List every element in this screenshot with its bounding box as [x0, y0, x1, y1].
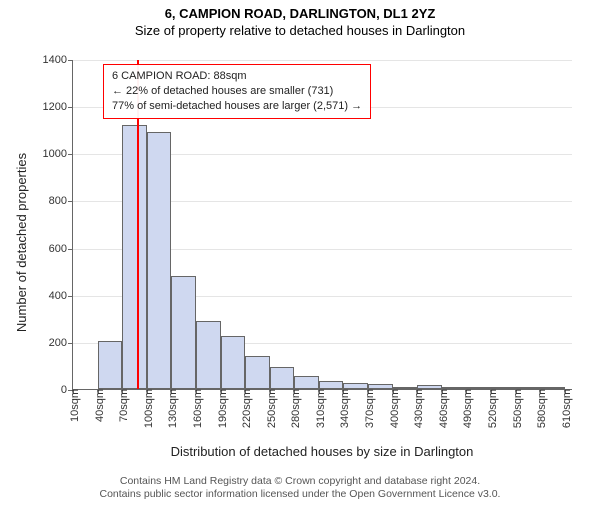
histogram-bar	[147, 132, 172, 389]
y-tick-label: 1400	[43, 54, 73, 66]
page-subtitle: Size of property relative to detached ho…	[0, 23, 600, 38]
y-axis-label: Number of detached properties	[14, 63, 29, 242]
x-tick-label: 580sqm	[532, 389, 548, 428]
gridline	[73, 60, 572, 61]
x-tick-label: 100sqm	[139, 389, 155, 428]
x-tick-label: 370sqm	[360, 389, 376, 428]
x-tick-label: 10sqm	[65, 389, 81, 422]
y-tick-label: 600	[49, 243, 73, 255]
histogram-bar	[245, 356, 270, 389]
y-tick-label: 1200	[43, 101, 73, 113]
x-tick-label: 250sqm	[262, 389, 278, 428]
histogram-bar	[98, 341, 123, 389]
y-tick-label: 400	[49, 290, 73, 302]
histogram-bar	[196, 321, 221, 389]
x-tick-label: 40sqm	[90, 389, 106, 422]
y-tick-label: 1000	[43, 148, 73, 160]
x-tick-label: 490sqm	[458, 389, 474, 428]
histogram-bar	[270, 367, 295, 389]
x-tick-label: 70sqm	[114, 389, 130, 422]
page-title: 6, CAMPION ROAD, DARLINGTON, DL1 2YZ	[0, 6, 600, 21]
y-tick-label: 200	[49, 337, 73, 349]
x-tick-label: 130sqm	[163, 389, 179, 428]
x-tick-label: 160sqm	[188, 389, 204, 428]
x-tick-label: 520sqm	[483, 389, 499, 428]
x-tick-label: 340sqm	[335, 389, 351, 428]
callout-line: 77% of semi-detached houses are larger (…	[112, 99, 362, 114]
callout-line: 6 CAMPION ROAD: 88sqm	[112, 69, 362, 84]
y-tick-label: 800	[49, 195, 73, 207]
histogram-bar	[221, 336, 246, 389]
x-tick-label: 430sqm	[409, 389, 425, 428]
histogram-bar	[294, 376, 319, 389]
histogram-bar	[171, 276, 196, 389]
x-tick-label: 310sqm	[311, 389, 327, 428]
histogram-bar	[319, 381, 344, 389]
attribution-footer: Contains HM Land Registry data © Crown c…	[0, 475, 600, 502]
x-tick-label: 460sqm	[434, 389, 450, 428]
x-tick-label: 190sqm	[213, 389, 229, 428]
x-tick-label: 220sqm	[237, 389, 253, 428]
x-tick-label: 550sqm	[508, 389, 524, 428]
callout-box: 6 CAMPION ROAD: 88sqm← 22% of detached h…	[103, 64, 371, 119]
callout-line: ← 22% of detached houses are smaller (73…	[112, 84, 362, 99]
x-axis-label: Distribution of detached houses by size …	[72, 444, 572, 459]
x-tick-label: 610sqm	[557, 389, 573, 428]
x-tick-label: 280sqm	[286, 389, 302, 428]
histogram-bar	[122, 125, 147, 389]
x-tick-label: 400sqm	[385, 389, 401, 428]
histogram-chart: Number of detached properties 0200400600…	[0, 50, 600, 450]
footer-line-1: Contains HM Land Registry data © Crown c…	[0, 475, 600, 489]
plot-area: 020040060080010001200140010sqm40sqm70sqm…	[72, 60, 572, 390]
